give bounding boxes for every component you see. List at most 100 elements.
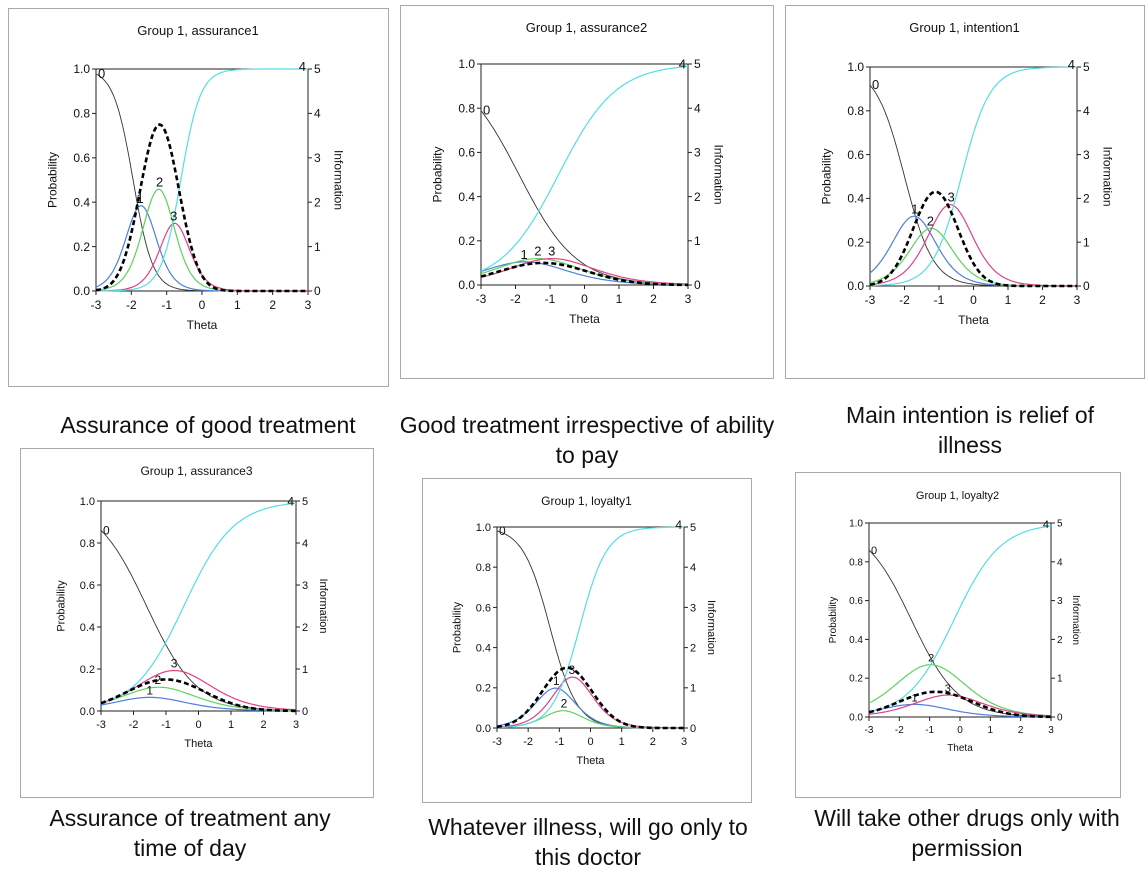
y-tick-label: 0.0 [476,723,491,735]
curve-label-1: 1 [137,191,144,206]
chart-svg: Group 1, intention1-3 -2 -1 0 1 2 30.00.20.40.… [819,20,1114,327]
information-curve [868,690,1051,719]
x-tick-label: 2 [650,736,656,748]
y2-tick-label: 4 [690,562,696,574]
y-tick-label: 1.0 [847,60,864,74]
y2-tick-label: 3 [1083,148,1090,162]
x-tick-label: 0 [970,293,977,307]
chart-svg: Group 1, assurance1-3 -2 -1 0 1 2 30.00.20.40.… [45,23,345,332]
curve-label-3: 3 [568,663,575,677]
x-tick-label: 3 [305,298,312,312]
y-tick-label: 0.6 [458,146,475,160]
x-tick-label: -2 [510,292,521,306]
curve-label-0: 0 [499,524,506,538]
caption-assurance2: Good treatment irrespective of ability t… [399,412,775,468]
category-curve-1 [869,215,1077,287]
category-curve-0 [868,549,1051,717]
y2-tick-label: 4 [1083,104,1090,118]
curve-label-2: 2 [155,673,162,687]
category-curve-4 [868,525,1052,713]
x-tick-label: -1 [925,725,934,736]
y2-tick-label: 4 [302,538,308,550]
y2-axis-label: Information [705,600,717,655]
curve-label-2: 2 [534,244,541,259]
curve-label-4: 4 [1043,519,1049,531]
x-tick-label: 1 [988,725,994,736]
chart-title: Group 1, assurance1 [137,23,258,38]
x-tick-label: 0 [957,725,963,736]
y-tick-label: 0.4 [73,195,90,209]
x-tick-label: -3 [492,736,502,748]
x-tick-label: -1 [554,736,564,748]
curve-label-2: 2 [927,213,934,228]
plot-frame [480,63,689,286]
curve-label-0: 0 [871,545,877,557]
category-curve-4 [497,526,684,729]
x-tick-label: 1 [234,298,241,312]
chart-title: Group 1, assurance3 [140,464,252,478]
x-tick-label: -3 [865,293,876,307]
category-curve-3 [868,694,1051,717]
curve-label-4: 4 [287,494,294,508]
x-axis-label: Theta [569,312,600,326]
x-tick-label: 2 [650,292,657,306]
y-tick-label: 1.0 [849,519,863,530]
y-tick-label: 0.6 [847,148,864,162]
y2-tick-label: 2 [314,195,321,209]
x-tick-label: -1 [934,293,945,307]
y2-tick-label: 0 [694,278,701,292]
y2-tick-label: 4 [1057,557,1063,568]
chart-title: Group 1, loyalty2 [916,490,999,502]
y-tick-label: 0.0 [73,284,90,298]
curve-label-4: 4 [299,59,306,74]
y2-tick-label: 5 [690,522,696,534]
curve-label-1: 1 [553,674,560,688]
y2-tick-label: 1 [1057,674,1063,685]
plot-frame [868,522,1052,718]
y-tick-label: 0.2 [849,674,863,685]
x-tick-label: -3 [865,725,874,736]
y-tick-label: 0.0 [80,706,95,718]
x-tick-label: 1 [619,736,625,748]
category-curve-4 [870,66,1077,287]
x-tick-label: 0 [581,292,588,306]
y-axis-label: Probability [828,597,839,644]
chart-panel-assurance3: Group 1, assurance3 -3 -2 -1 0 1 2 3 0.0 0.2 0.4 0.… [20,448,374,798]
curve-label-2: 2 [156,174,163,189]
y2-tick-label: 2 [1083,192,1090,206]
curve-label-1: 1 [521,247,528,262]
x-axis-label: Theta [187,318,218,332]
y2-tick-label: 0 [1083,279,1090,293]
y-tick-label: 1.0 [73,62,90,76]
curve-label-2: 2 [561,697,568,711]
y-tick-label: 0.6 [80,580,95,592]
x-tick-label: 1 [1005,293,1012,307]
y-tick-label: 0.2 [73,240,90,254]
y-axis-label: Probability [819,148,833,204]
plot-frame [95,68,309,292]
y-tick-label: 0.0 [849,713,863,724]
y2-tick-label: 3 [690,602,696,614]
chart-panel-intention1: Group 1, intention1 -3 -2 -1 0 1 2 3 0.0 0.2 0.4 0.… [785,5,1145,379]
x-tick-label: -3 [476,292,487,306]
y2-axis-label: Information [1070,595,1081,645]
x-axis-label: Theta [958,313,989,327]
caption-loyalty1: Whatever illness, will go only to this d… [428,814,748,870]
information-curve [480,261,688,287]
y-tick-label: 0.2 [80,664,95,676]
x-tick-label: -1 [161,298,172,312]
x-tick-label: -2 [523,736,533,748]
y2-axis-label: Information [317,578,329,633]
x-tick-label: 3 [1074,293,1081,307]
y-axis-label: Probability [56,580,68,632]
curve-label-3: 3 [548,244,555,259]
y-tick-label: 0.2 [458,234,475,248]
curve-label-4: 4 [1068,57,1075,72]
y2-tick-label: 1 [302,664,308,676]
category-curve-4 [480,65,689,272]
x-tick-label: -2 [895,725,904,736]
y2-tick-label: 0 [690,723,696,735]
plot-frame [496,526,685,729]
y-tick-label: 0.4 [458,190,475,204]
category-curve-3 [869,204,1077,287]
